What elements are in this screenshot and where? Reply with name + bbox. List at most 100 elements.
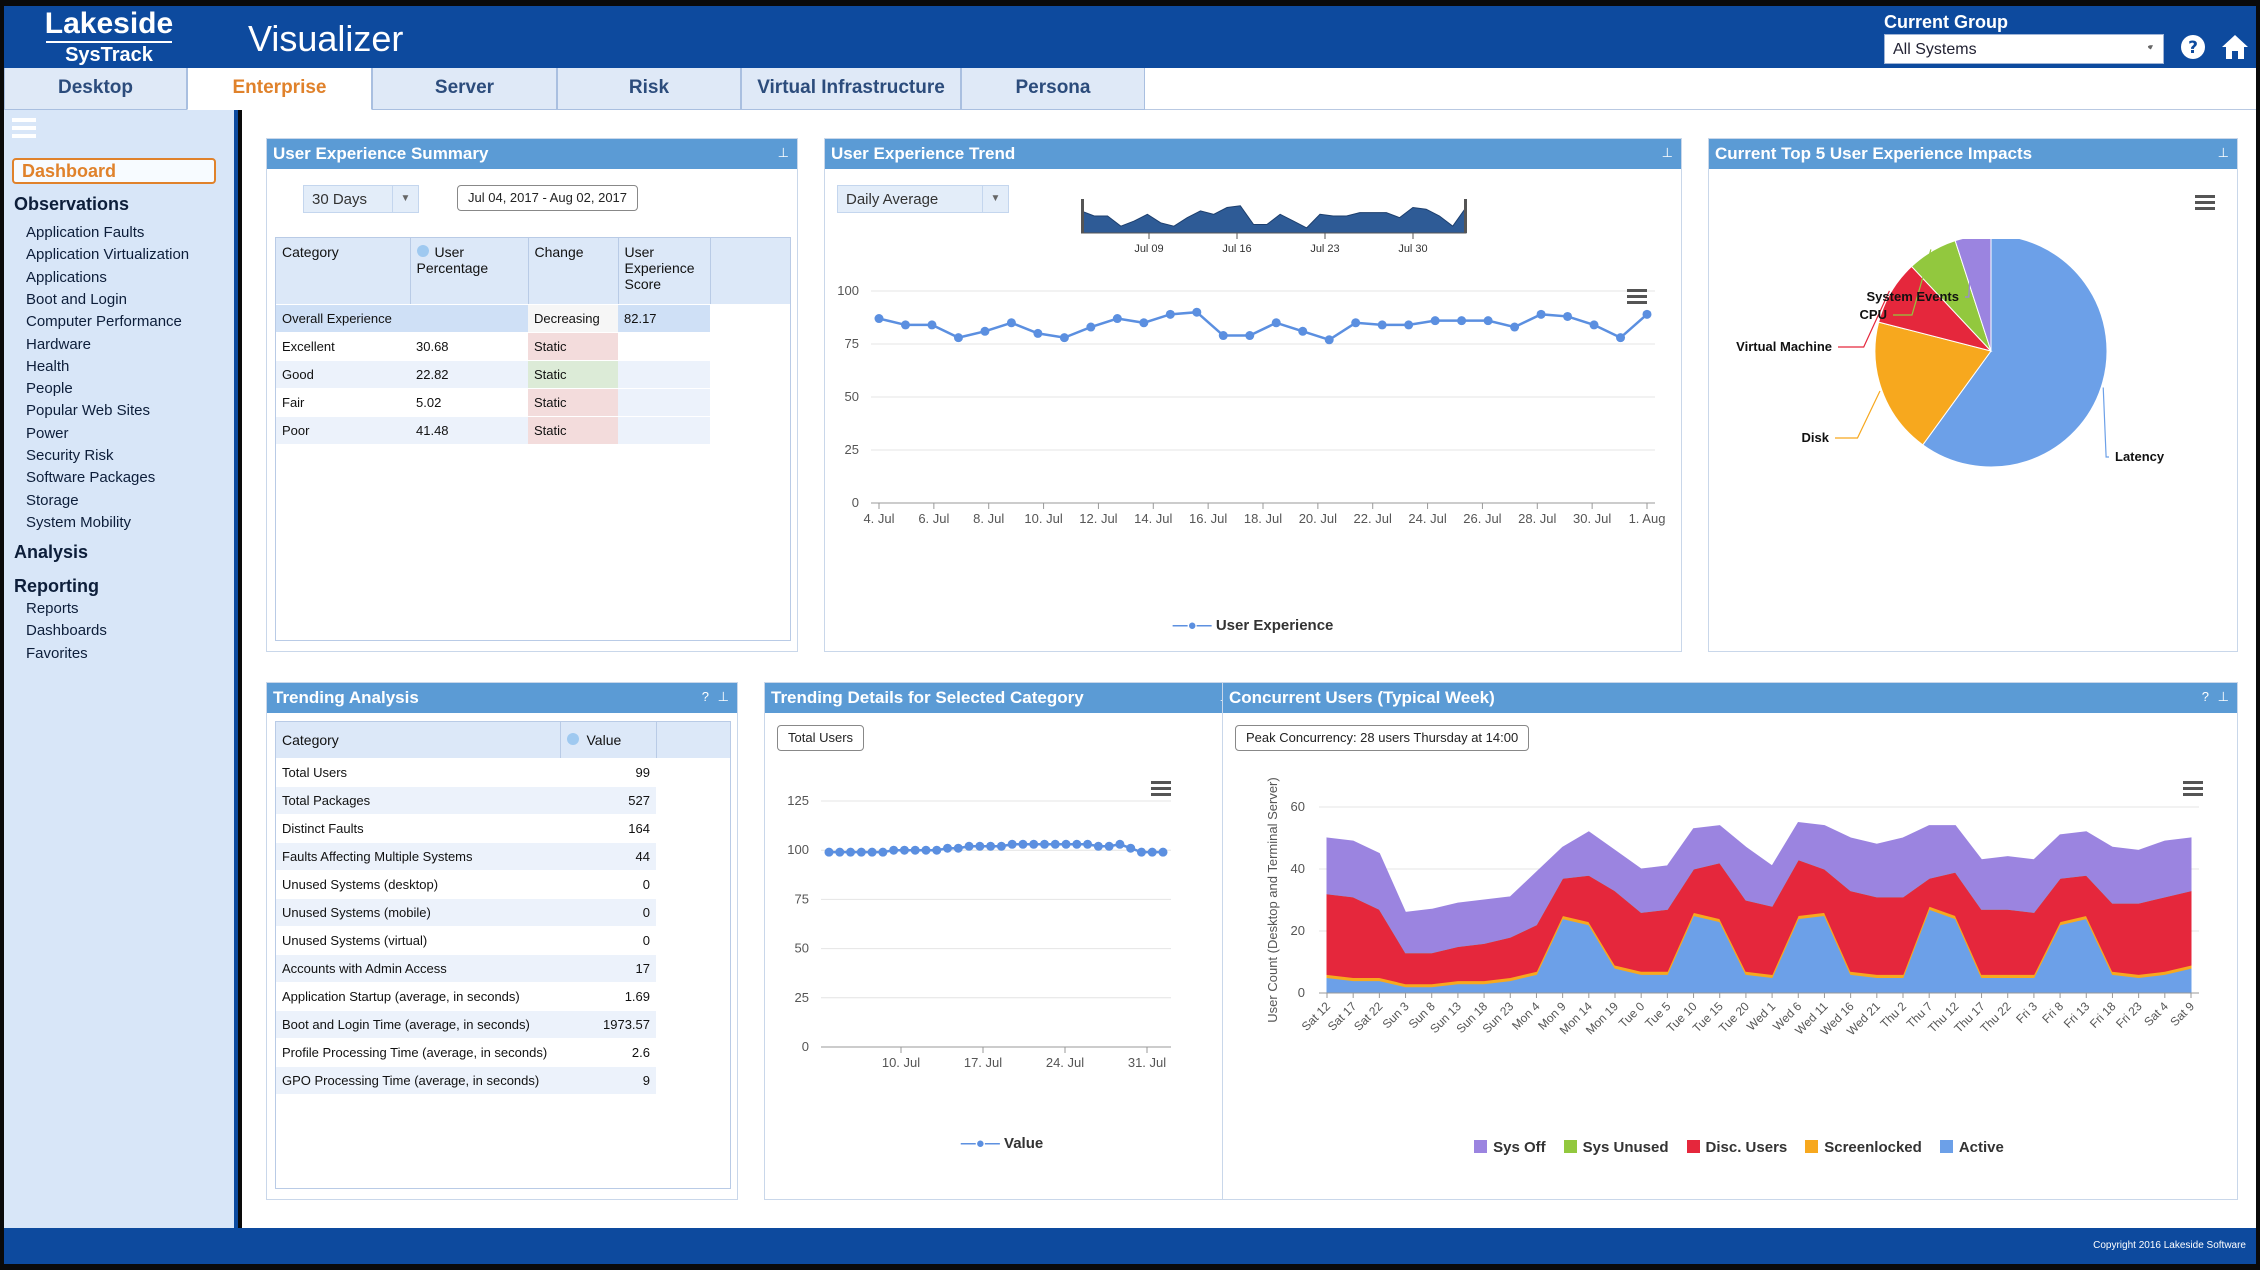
help-icon[interactable]: ? xyxy=(2178,34,2208,64)
chart-menu-icon[interactable] xyxy=(1627,289,1647,305)
ux-trend-navigator[interactable]: Jul 09 Jul 16 Jul 23 Jul 30 xyxy=(1081,199,1471,257)
sidebar-heading-analysis[interactable]: Analysis xyxy=(14,542,89,562)
x-tick-label: Tue 0 xyxy=(1616,999,1648,1031)
col-score-header[interactable]: User Experience Score xyxy=(618,238,711,305)
legend-label-sys-off[interactable]: Sys Off xyxy=(1493,1139,1546,1156)
hamburger-menu-icon[interactable] xyxy=(12,118,36,138)
data-point xyxy=(927,320,937,330)
aggregation-select[interactable]: Daily Average ▼ xyxy=(837,185,1009,213)
sidebar-item-storage[interactable]: Storage xyxy=(26,491,79,509)
sidebar-item-software-packages[interactable]: Software Packages xyxy=(26,469,156,487)
sidebar-item-hardware[interactable]: Hardware xyxy=(26,335,92,353)
trending-details-legend[interactable]: —●— Value xyxy=(765,1135,1239,1152)
data-point xyxy=(932,845,942,855)
legend-label-screenlocked[interactable]: Screenlocked xyxy=(1824,1139,1922,1156)
table-row[interactable]: Unused Systems (mobile) 0 xyxy=(276,898,730,927)
current-group-select[interactable]: All Systems ▼ xyxy=(1884,34,2164,64)
collapse-icon[interactable]: ⊥ xyxy=(2217,145,2229,160)
col-category-header[interactable]: Category xyxy=(276,238,411,305)
x-tick-label: 18. Jul xyxy=(1244,511,1282,526)
sidebar-item-security-risk[interactable]: Security Risk xyxy=(26,447,114,464)
sidebar-heading-reporting[interactable]: Reporting xyxy=(14,576,99,596)
tab-desktop[interactable]: Desktop xyxy=(4,68,187,110)
table-row[interactable]: GPO Processing Time (average, in seconds… xyxy=(276,1066,730,1095)
home-icon[interactable] xyxy=(2220,34,2250,64)
legend-swatch-disc-users[interactable] xyxy=(1686,1140,1700,1153)
tab-server[interactable]: Server xyxy=(372,68,557,110)
sidebar-item-dashboards[interactable]: Dashboards xyxy=(26,622,107,640)
chart-menu-icon[interactable] xyxy=(2195,195,2215,211)
table-row[interactable]: Good 22.82 Static xyxy=(276,360,790,389)
tab-persona[interactable]: Persona xyxy=(961,68,1145,110)
lakeside-logo[interactable]: Lakeside SysTrack xyxy=(34,8,184,67)
x-tick-label: 31. Jul xyxy=(1128,1055,1166,1070)
chart-menu-icon[interactable] xyxy=(1151,781,1171,797)
ux-trend-panel: User Experience Trend ⊥ Daily Average ▼ … xyxy=(824,138,1682,652)
table-row[interactable]: Faults Affecting Multiple Systems 44 xyxy=(276,842,730,871)
ux-summary-title: User Experience Summary xyxy=(267,139,797,169)
chart-menu-icon[interactable] xyxy=(2183,781,2203,797)
sidebar-item-dashboard[interactable]: Dashboard xyxy=(12,158,216,184)
period-select[interactable]: 30 Days ▼ xyxy=(303,185,419,213)
ux-trend-legend[interactable]: —●— User Experience xyxy=(825,617,1681,634)
table-row[interactable]: Poor 41.48 Static xyxy=(276,416,790,445)
table-row[interactable]: Accounts with Admin Access 17 xyxy=(276,954,730,983)
data-point xyxy=(1059,333,1069,343)
concurrent-users-panel: Concurrent Users (Typical Week) ? ⊥ Peak… xyxy=(1222,682,2238,1200)
legend-swatch-sys-off[interactable] xyxy=(1474,1140,1488,1153)
sidebar-item-reports[interactable]: Reports xyxy=(26,600,79,617)
legend-swatch-active[interactable] xyxy=(1939,1140,1953,1153)
legend-label-sys-unused[interactable]: Sys Unused xyxy=(1582,1139,1669,1156)
data-point xyxy=(1563,311,1573,321)
data-point xyxy=(1039,839,1049,849)
table-row[interactable]: Total Packages 527 xyxy=(276,786,730,815)
sidebar-item-computer-performance[interactable]: Computer Performance xyxy=(26,313,182,331)
sidebar-item-popular-web-sites[interactable]: Popular Web Sites xyxy=(26,402,150,420)
sidebar-item-boot-and-login[interactable]: Boot and Login xyxy=(26,290,127,308)
collapse-icon[interactable]: ⊥ xyxy=(777,145,789,160)
data-point xyxy=(1536,309,1546,319)
tab-enterprise[interactable]: Enterprise xyxy=(187,68,372,110)
help-icon[interactable]: ? xyxy=(701,689,709,704)
sidebar-item-power[interactable]: Power xyxy=(26,424,69,442)
sidebar-item-system-mobility[interactable]: System Mobility xyxy=(26,513,132,531)
tab-risk[interactable]: Risk xyxy=(557,68,741,110)
sidebar-item-favorites[interactable]: Favorites xyxy=(26,644,88,662)
table-row[interactable]: Application Startup (average, in seconds… xyxy=(276,982,730,1011)
selected-category-chip[interactable]: Total Users xyxy=(777,725,865,751)
col-user-percentage-header[interactable]: User Percentage xyxy=(410,238,529,305)
help-icon[interactable]: ? xyxy=(2201,689,2209,704)
sidebar-item-health[interactable]: Health xyxy=(26,357,70,375)
legend-swatch-screenlocked[interactable] xyxy=(1805,1140,1819,1153)
table-row[interactable]: Fair 5.02 Static xyxy=(276,388,790,417)
legend-label-active[interactable]: Active xyxy=(1958,1139,2004,1156)
tab-virtual-infrastructure[interactable]: Virtual Infrastructure xyxy=(741,68,961,110)
table-row[interactable]: Boot and Login Time (average, in seconds… xyxy=(276,1010,730,1039)
legend-label-disc-users[interactable]: Disc. Users xyxy=(1705,1139,1788,1156)
legend-swatch-sys-unused[interactable] xyxy=(1563,1140,1577,1153)
share-icon[interactable] xyxy=(2136,34,2166,64)
col-change-header[interactable]: Change xyxy=(528,238,619,305)
sidebar-heading-observations[interactable]: Observations xyxy=(14,194,130,214)
sidebar-item-application-faults[interactable]: Application Faults xyxy=(26,224,145,241)
col-value-header[interactable]: Value xyxy=(560,722,657,759)
logo-bottom-text: SysTrack xyxy=(65,44,153,66)
data-point xyxy=(921,845,931,855)
sidebar-item-applications[interactable]: Applications xyxy=(26,268,107,286)
table-row[interactable]: Overall Experience Decreasing 82.17 xyxy=(276,304,790,333)
col-category-header[interactable]: Category xyxy=(276,722,561,759)
table-row[interactable]: Excellent 30.68 Static xyxy=(276,332,790,361)
table-row[interactable]: Total Users 99 xyxy=(276,758,730,787)
sidebar-item-people[interactable]: People xyxy=(26,380,73,398)
collapse-icon[interactable]: ⊥ xyxy=(2217,689,2229,704)
y-tick-label: 60 xyxy=(1291,799,1305,814)
table-row[interactable]: Unused Systems (virtual) 0 xyxy=(276,926,730,955)
table-row[interactable]: Profile Processing Time (average, in sec… xyxy=(276,1038,730,1067)
table-row[interactable]: Unused Systems (desktop) 0 xyxy=(276,870,730,899)
date-range-chip[interactable]: Jul 04, 2017 - Aug 02, 2017 xyxy=(457,185,639,211)
table-row[interactable]: Distinct Faults 164 xyxy=(276,814,730,843)
collapse-icon[interactable]: ⊥ xyxy=(717,689,729,704)
sidebar-item-application-virtualization[interactable]: Application Virtualization xyxy=(26,246,190,264)
legend-label-user-experience: User Experience xyxy=(1215,617,1334,634)
collapse-icon[interactable]: ⊥ xyxy=(1661,145,1673,160)
